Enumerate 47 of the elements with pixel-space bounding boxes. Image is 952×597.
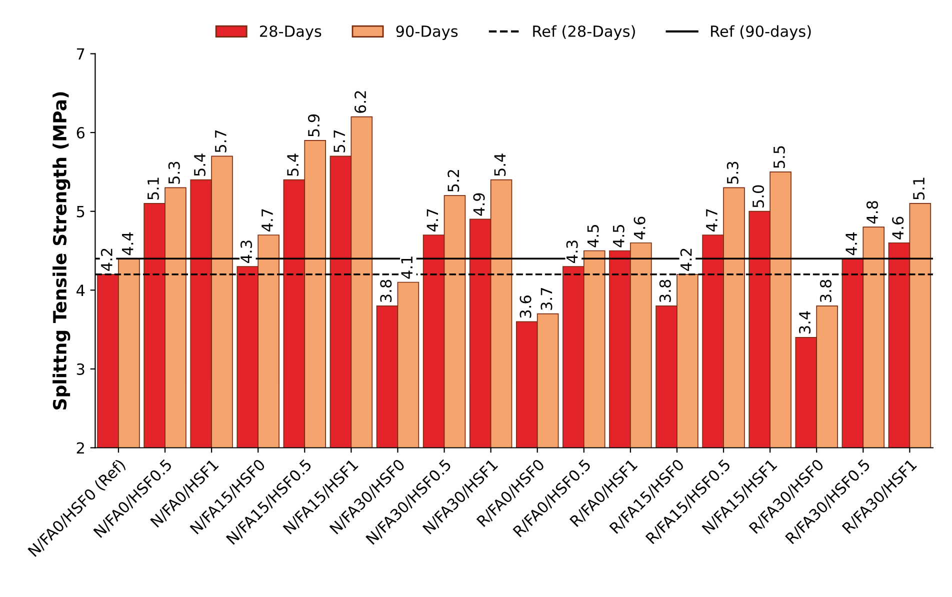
data-label: 4.3 [240, 240, 252, 263]
data-label: 3.7 [540, 288, 552, 310]
data-label: 4.6 [892, 216, 904, 240]
data-label: 4.6 [634, 216, 646, 240]
data-label: 5.4 [494, 154, 506, 176]
data-label: 5.7 [334, 130, 346, 152]
data-label: 4.4 [846, 232, 857, 256]
data-label: 4.2 [680, 248, 692, 271]
y-axis-title: Splittng Tensile Strength (MPa) [52, 92, 70, 410]
data-label: 4.2 [100, 248, 112, 271]
data-label: 3.8 [380, 280, 392, 302]
y-tick-label: 2 [76, 442, 84, 454]
data-label: 5.1 [148, 178, 159, 200]
data-label: 4.3 [566, 240, 578, 263]
data-label: 4.1 [401, 256, 412, 279]
legend-label: 90-Days [396, 25, 458, 40]
data-label: 5.5 [774, 146, 785, 168]
legend-label: Ref (90-days) [711, 25, 811, 40]
y-tick-label: 3 [76, 363, 84, 375]
y-tick-label: 5 [76, 206, 84, 218]
data-label: 5.7 [215, 130, 226, 152]
data-label: 5.0 [752, 185, 764, 208]
data-label: 4.7 [426, 209, 438, 232]
y-tick-label: 7 [77, 48, 84, 60]
data-label: 5.9 [308, 114, 320, 136]
data-label: 4.9 [473, 193, 485, 216]
legend-label: 28-Days [260, 25, 322, 40]
data-label: 4.4 [122, 232, 134, 256]
data-label: 4.7 [706, 209, 718, 232]
data-label: 5.4 [287, 154, 299, 176]
data-label: 4.7 [262, 209, 273, 232]
data-label: 4.5 [587, 225, 599, 248]
data-label: 3.4 [799, 311, 811, 334]
data-label: 5.3 [726, 162, 738, 184]
data-label: 4.8 [866, 201, 878, 224]
data-label: 3.8 [820, 280, 832, 302]
data-label: 3.6 [520, 296, 532, 318]
data-label: 5.3 [168, 162, 180, 184]
y-tick-label: 4 [76, 284, 85, 296]
data-label: 6.2 [354, 91, 366, 113]
data-label: 5.4 [194, 154, 206, 176]
legend-label: Ref (28-Days) [533, 25, 635, 40]
data-label: 3.8 [659, 280, 671, 302]
data-label: 5.2 [448, 170, 460, 192]
data-label: 5.1 [913, 178, 925, 200]
y-tick-label: 6 [76, 127, 85, 139]
data-label: 4.5 [613, 225, 624, 248]
